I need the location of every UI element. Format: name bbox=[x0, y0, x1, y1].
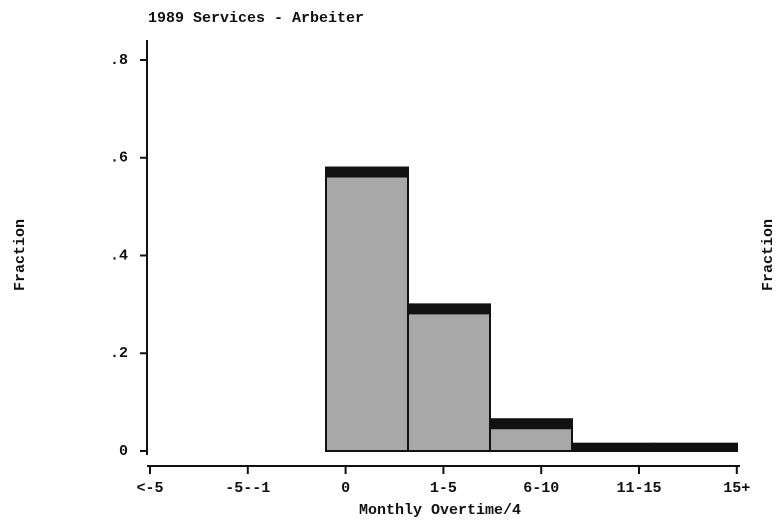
y-tick-label: .8 bbox=[110, 52, 128, 69]
x-axis-label: Monthly Overtime/4 bbox=[359, 502, 521, 519]
y-axis-label: Fraction bbox=[12, 219, 29, 291]
x-tick-label: 0 bbox=[341, 480, 350, 497]
y-tick-label: .2 bbox=[110, 345, 128, 362]
y-tick-label: 0 bbox=[119, 443, 128, 460]
y-tick-label: .4 bbox=[110, 247, 128, 264]
x-tick-label: 15+ bbox=[723, 480, 750, 497]
y-tick-label: .6 bbox=[110, 150, 128, 167]
x-tick-label: 6-10 bbox=[523, 480, 559, 497]
x-tick-label: -5--1 bbox=[225, 480, 270, 497]
x-tick-label: 11-15 bbox=[616, 480, 661, 497]
bar bbox=[407, 303, 491, 452]
chart-title: 1989 Services - Arbeiter bbox=[148, 10, 364, 27]
y-axis-label-right: Fraction bbox=[760, 219, 777, 291]
x-tick-label: 1-5 bbox=[430, 480, 457, 497]
x-tick-label: <-5 bbox=[136, 480, 163, 497]
bar bbox=[325, 166, 409, 452]
